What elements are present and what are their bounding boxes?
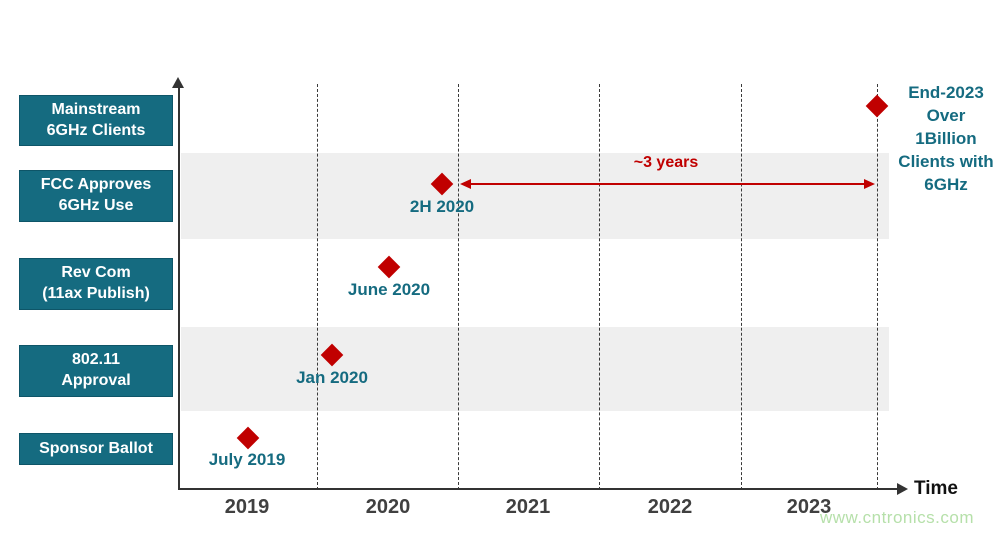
duration-arrow-right-head-icon	[864, 179, 875, 189]
milestone-marker-june-2020	[377, 255, 401, 279]
x-tick-2022: 2022	[647, 496, 693, 518]
gridline-2023	[741, 84, 742, 490]
milestone-label-end-2023: End-2023 Over 1Billion Clients with 6GHz	[898, 83, 994, 194]
category-box-rev-com-11ax-publish: Rev Com (11ax Publish)	[19, 258, 173, 310]
milestone-label-june-2020: June 2020	[347, 280, 431, 299]
milestone-marker-july-2019	[236, 426, 260, 450]
x-tick-2023: 2023	[786, 496, 832, 518]
gridline-2021	[458, 84, 459, 490]
y-axis-arrowhead-icon	[172, 77, 184, 88]
category-box-fcc-approves-6ghz-use: FCC Approves 6GHz Use	[19, 170, 173, 222]
gridline-2024	[877, 84, 878, 490]
x-tick-2019: 2019	[224, 496, 270, 518]
duration-label: ~3 years	[633, 154, 699, 171]
x-axis	[178, 488, 900, 490]
highlight-band-fcc-row	[181, 153, 889, 239]
x-axis-arrowhead-icon	[897, 483, 908, 495]
highlight-band-80211-row	[181, 327, 889, 411]
category-box-802-11-approval: 802.11 Approval	[19, 345, 173, 397]
y-axis	[178, 86, 180, 490]
milestone-marker-end-2023	[865, 94, 889, 118]
watermark: www.cntronics.com	[820, 508, 974, 527]
gridline-2022	[599, 84, 600, 490]
gridline-2020	[317, 84, 318, 490]
x-axis-title: Time	[914, 478, 959, 499]
x-tick-2020: 2020	[365, 496, 411, 518]
duration-arrow	[470, 183, 866, 185]
category-box-mainstream-6ghz-clients: Mainstream 6GHz Clients	[19, 95, 173, 146]
category-box-sponsor-ballot: Sponsor Ballot	[19, 433, 173, 465]
x-tick-2021: 2021	[505, 496, 551, 518]
milestone-label-july-2019: July 2019	[208, 450, 286, 469]
milestone-label-jan-2020: Jan 2020	[296, 368, 368, 387]
milestone-label-2h-2020: 2H 2020	[409, 197, 475, 216]
duration-arrow-left-head-icon	[460, 179, 471, 189]
